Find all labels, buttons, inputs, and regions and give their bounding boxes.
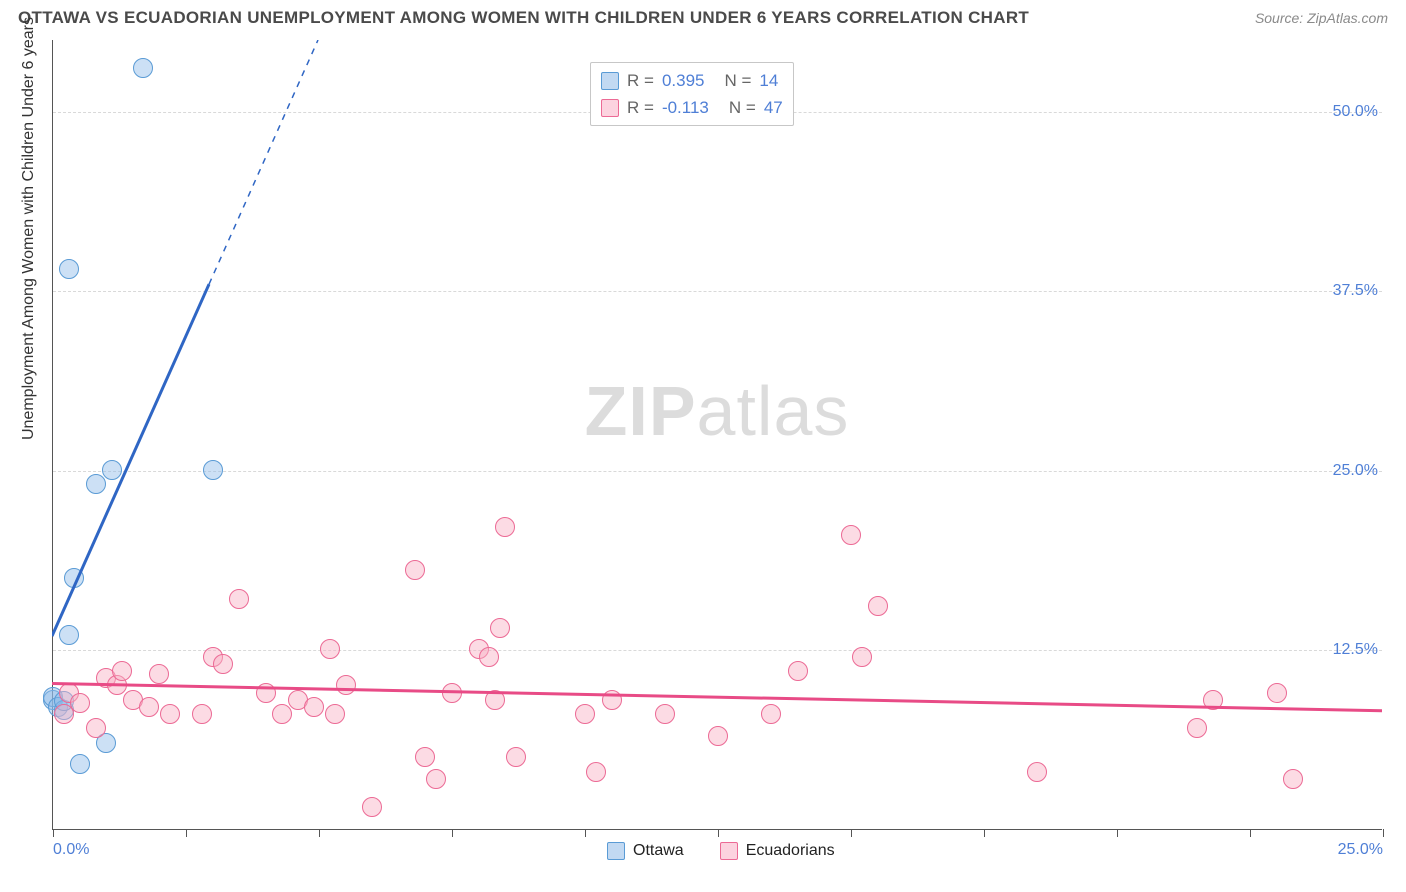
point-ecuadorians [442, 683, 462, 703]
x-tick [1117, 829, 1118, 837]
x-tick-label: 0.0% [53, 841, 89, 859]
y-tick-label: 25.0% [1333, 462, 1384, 480]
stat-n-value: 14 [759, 67, 778, 94]
point-ecuadorians [160, 704, 180, 724]
point-ecuadorians [192, 704, 212, 724]
x-tick [319, 829, 320, 837]
x-tick [452, 829, 453, 837]
point-ecuadorians [362, 797, 382, 817]
point-ecuadorians [320, 639, 340, 659]
x-tick-label: 25.0% [1338, 841, 1383, 859]
point-ecuadorians [229, 589, 249, 609]
x-tick [53, 829, 54, 837]
gridline-h [53, 471, 1382, 472]
swatch-ecu [601, 99, 619, 117]
y-tick-label: 12.5% [1333, 641, 1384, 659]
stat-r-label: R = [627, 67, 654, 94]
point-ecuadorians [1267, 683, 1287, 703]
point-ottawa [59, 259, 79, 279]
x-tick [718, 829, 719, 837]
stat-r-label: R = [627, 94, 654, 121]
x-tick [851, 829, 852, 837]
point-ecuadorians [1027, 762, 1047, 782]
axes: 12.5%25.0%37.5%50.0%0.0%25.0% [52, 40, 1382, 830]
chart-title: OTTAWA VS ECUADORIAN UNEMPLOYMENT AMONG … [18, 8, 1029, 28]
y-tick-label: 37.5% [1333, 282, 1384, 300]
point-ottawa [203, 460, 223, 480]
swatch-ottawa [601, 72, 619, 90]
point-ecuadorians [272, 704, 292, 724]
x-tick [984, 829, 985, 837]
legend-item-ottawa: Ottawa [607, 842, 684, 860]
point-ecuadorians [70, 693, 90, 713]
point-ecuadorians [788, 661, 808, 681]
point-ecuadorians [112, 661, 132, 681]
chart-source: Source: ZipAtlas.com [1255, 10, 1388, 26]
point-ecuadorians [336, 675, 356, 695]
stat-r-value: -0.113 [662, 94, 709, 121]
point-ecuadorians [1187, 718, 1207, 738]
point-ottawa [86, 474, 106, 494]
point-ecuadorians [485, 690, 505, 710]
point-ecuadorians [426, 769, 446, 789]
point-ecuadorians [852, 647, 872, 667]
point-ecuadorians [655, 704, 675, 724]
point-ecuadorians [325, 704, 345, 724]
point-ecuadorians [256, 683, 276, 703]
stat-n-value: 47 [764, 94, 783, 121]
point-ottawa [133, 58, 153, 78]
swatch-ottawa [607, 842, 625, 860]
stat-n-label: N = [729, 94, 756, 121]
point-ecuadorians [506, 747, 526, 767]
point-ottawa [64, 568, 84, 588]
point-ecuadorians [1283, 769, 1303, 789]
point-ecuadorians [575, 704, 595, 724]
stat-n-label: N = [724, 67, 751, 94]
y-axis-label: Unemployment Among Women with Children U… [20, 17, 38, 440]
gridline-h [53, 291, 1382, 292]
point-ottawa [70, 754, 90, 774]
gridline-h [53, 650, 1382, 651]
point-ecuadorians [708, 726, 728, 746]
legend-bottom: Ottawa Ecuadorians [607, 842, 835, 860]
legend-stats-row-ecu: R = -0.113 N = 47 [601, 94, 783, 121]
point-ecuadorians [602, 690, 622, 710]
x-tick [186, 829, 187, 837]
swatch-ecu [720, 842, 738, 860]
point-ecuadorians [304, 697, 324, 717]
y-tick-label: 50.0% [1333, 103, 1384, 121]
point-ecuadorians [1203, 690, 1223, 710]
point-ottawa [102, 460, 122, 480]
point-ecuadorians [868, 596, 888, 616]
plot-area: 12.5%25.0%37.5%50.0%0.0%25.0% ZIPatlas R… [52, 40, 1382, 830]
point-ecuadorians [495, 517, 515, 537]
legend-label: Ottawa [633, 842, 684, 860]
legend-stats-row-ottawa: R = 0.395 N = 14 [601, 67, 783, 94]
point-ecuadorians [86, 718, 106, 738]
point-ecuadorians [415, 747, 435, 767]
x-tick [1383, 829, 1384, 837]
point-ecuadorians [586, 762, 606, 782]
x-tick [585, 829, 586, 837]
chart-header: OTTAWA VS ECUADORIAN UNEMPLOYMENT AMONG … [0, 0, 1406, 32]
stat-r-value: 0.395 [662, 67, 705, 94]
point-ecuadorians [761, 704, 781, 724]
point-ottawa [59, 625, 79, 645]
point-ecuadorians [490, 618, 510, 638]
point-ecuadorians [405, 560, 425, 580]
point-ecuadorians [139, 697, 159, 717]
point-ecuadorians [213, 654, 233, 674]
legend-item-ecu: Ecuadorians [720, 842, 835, 860]
x-tick [1250, 829, 1251, 837]
point-ecuadorians [841, 525, 861, 545]
legend-label: Ecuadorians [746, 842, 835, 860]
point-ecuadorians [479, 647, 499, 667]
legend-stats: R = 0.395 N = 14 R = -0.113 N = 47 [590, 62, 794, 126]
point-ecuadorians [149, 664, 169, 684]
